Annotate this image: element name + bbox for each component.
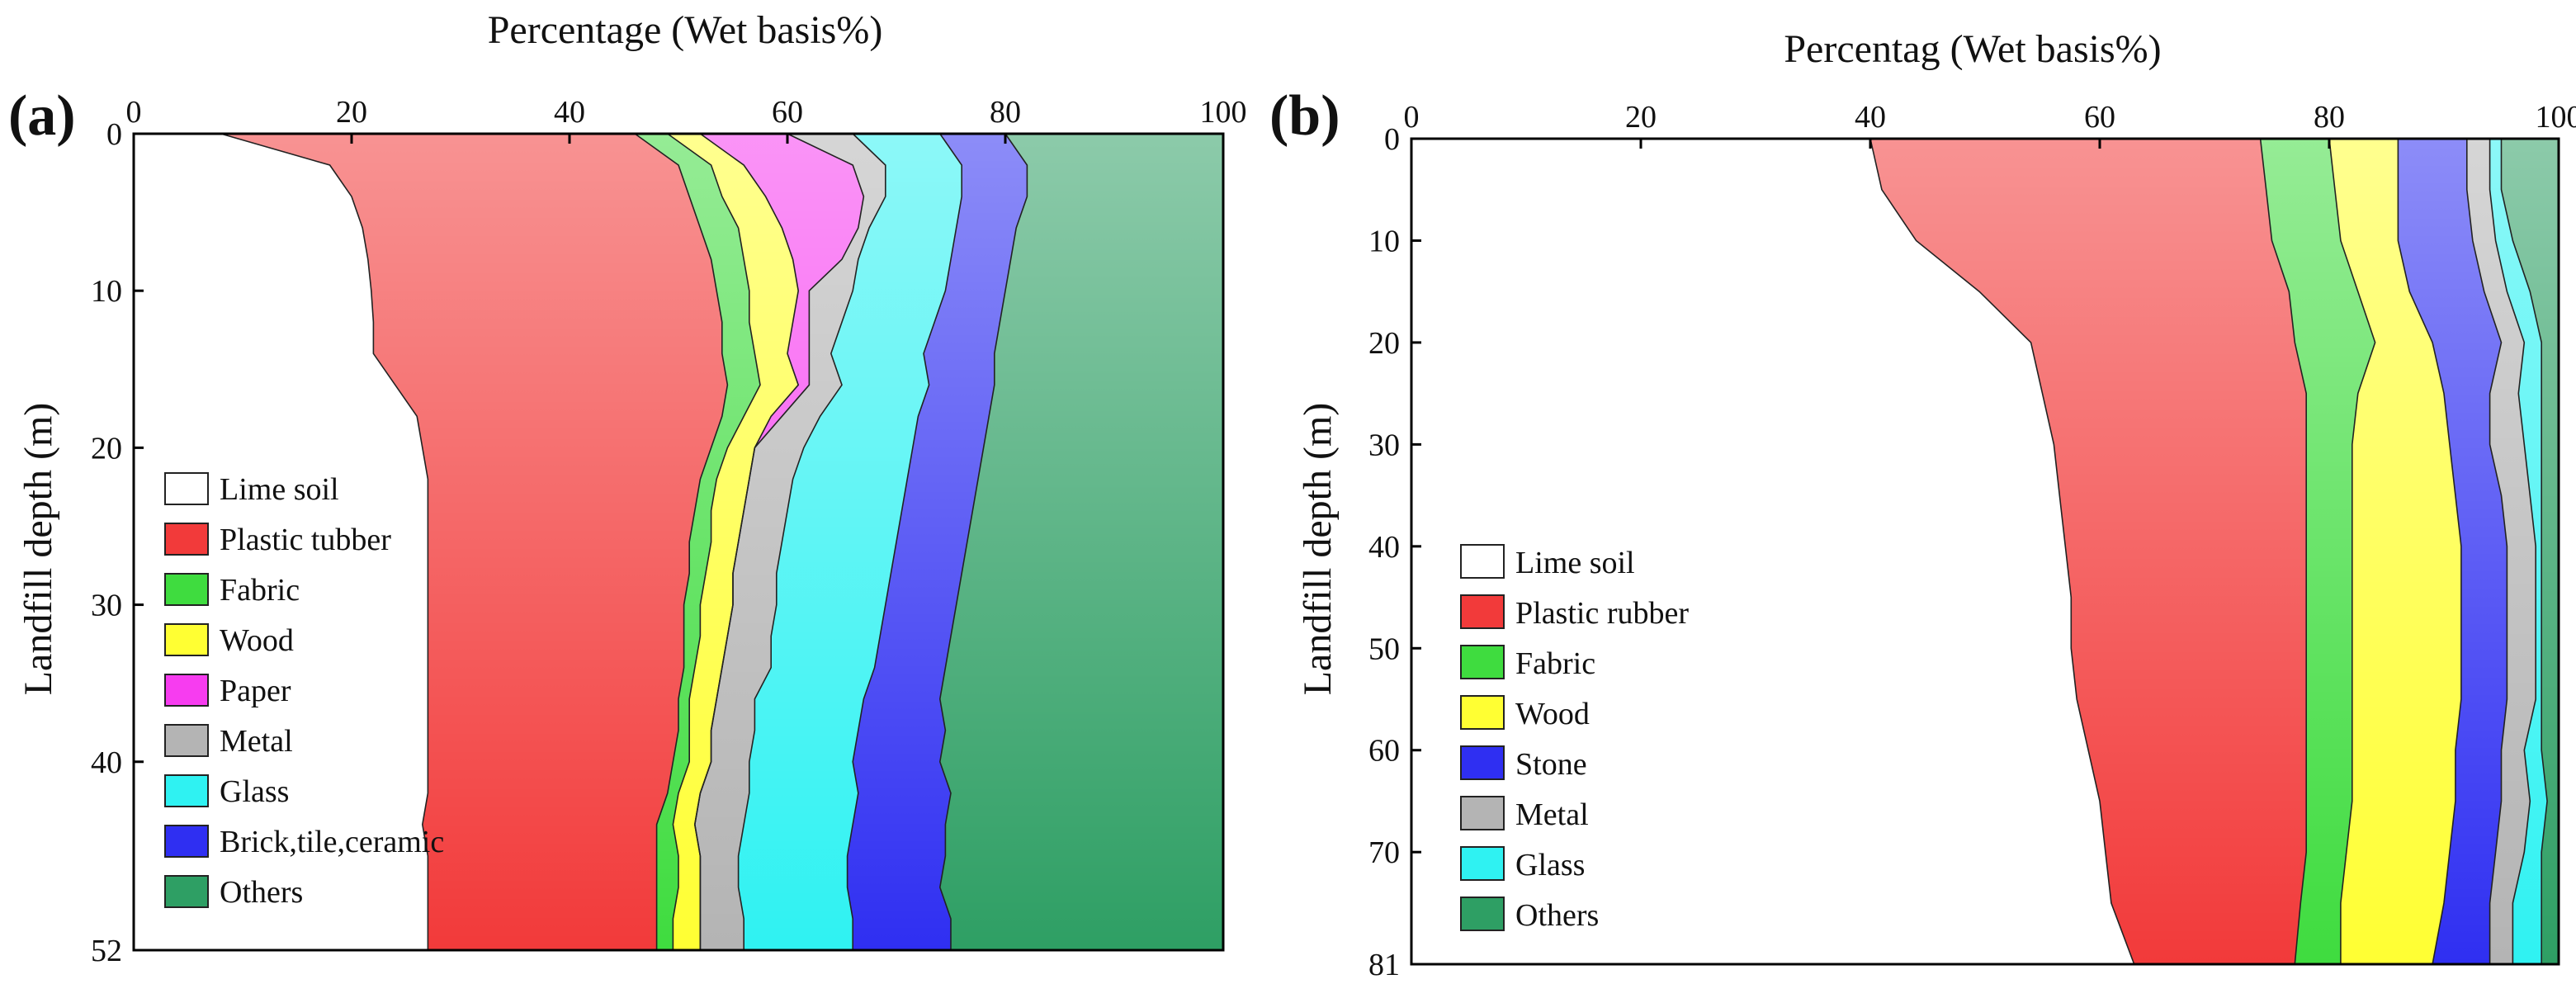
legend-label: Wood [220, 623, 294, 658]
legend-swatch [164, 573, 209, 606]
legend-label: Glass [1515, 848, 1585, 882]
legend-label: Others [220, 875, 303, 910]
y-tick-label: 81 [1368, 948, 1400, 982]
y-tick-label: 10 [1368, 224, 1400, 258]
legend-label: Metal [220, 724, 293, 759]
panel-b-x-axis-title: Percentag (Wet basis%) [1784, 27, 2161, 71]
legend-swatch [1460, 745, 1505, 780]
x-tick-label: 20 [1625, 100, 1657, 135]
legend-label: Plastic rubber [1515, 596, 1689, 631]
x-tick-label: 40 [554, 95, 585, 130]
x-tick-label: 60 [772, 95, 803, 130]
panel-b-y-axis-title: Landfill depth (m) [1296, 403, 1340, 696]
panel-b-stack-areas [1411, 139, 2559, 964]
panel-a-boundary-lines [220, 133, 1028, 950]
boundary-brick-tile-ceramic [938, 133, 1028, 950]
boundary-paper [693, 133, 865, 950]
legend-swatch [164, 825, 209, 858]
panel-a-x-ticks: 0 20 40 60 80 100 [126, 95, 1247, 144]
x-tick-label: 0 [1404, 100, 1420, 135]
x-tick-label: 20 [336, 95, 367, 130]
x-tick-label: 100 [2536, 100, 2576, 135]
x-tick-label: 80 [2314, 100, 2345, 135]
legend-swatch [1460, 846, 1505, 881]
boundary-lime-soil [220, 133, 429, 950]
panel-b-legend: Lime soil Plastic rubber Fabric Wood Stone Me… [1460, 544, 1689, 933]
y-tick-label: 70 [1368, 835, 1400, 870]
y-tick-label: 60 [1368, 734, 1400, 769]
legend-label: Paper [220, 674, 291, 708]
panel-b: (b) Percentag (Wet basis%) Landfill dept… [1269, 27, 2576, 982]
legend-label: Fabric [1515, 646, 1595, 681]
legend-label: Metal [1515, 797, 1589, 832]
legend-label: Lime soil [220, 472, 339, 507]
legend-swatch [164, 523, 209, 556]
panel-b-x-ticks: 0 20 40 60 80 100 [1404, 100, 2576, 149]
panel-a-plot-frame [132, 132, 1225, 952]
boundary-plastic-tubber [634, 133, 729, 950]
legend-swatch [1460, 796, 1505, 830]
legend-swatch [1460, 897, 1505, 931]
legend-swatch [1460, 544, 1505, 579]
gradient-overlay [134, 134, 1223, 950]
legend-label: Others [1515, 898, 1599, 933]
y-tick-label: 20 [1368, 326, 1400, 361]
panel-a: (a) Percentage (Wet basis%) Landfill dep… [8, 8, 1247, 968]
y-tick-label: 20 [91, 431, 122, 466]
legend-swatch [1460, 594, 1505, 629]
boundary-wood [2397, 139, 2462, 965]
y-tick-label: 50 [1368, 632, 1400, 666]
x-tick-label: 0 [126, 95, 142, 130]
boundary-glass [2500, 139, 2548, 964]
legend-label: Stone [1515, 747, 1587, 782]
x-tick-label: 40 [1855, 100, 1886, 135]
x-tick-label: 80 [990, 95, 1021, 130]
x-tick-label: 60 [2084, 100, 2115, 135]
y-tick-label: 30 [91, 589, 122, 623]
boundary-fabric [2328, 138, 2376, 964]
panel-a-y-axis-title: Landfill depth (m) [17, 403, 60, 696]
gradient-overlay [1411, 139, 2559, 964]
legend-label: Plastic tubber [220, 523, 391, 557]
panel-a-y-ticks: 0 10 20 30 40 52 [91, 117, 144, 968]
legend-swatch [164, 674, 209, 707]
panel-a-x-axis-title: Percentage (Wet basis%) [488, 8, 883, 52]
y-tick-label: 40 [91, 745, 122, 780]
y-tick-label: 0 [1384, 122, 1400, 157]
boundary-metal [2489, 139, 2536, 964]
panel-b-boundary-lines [1869, 138, 2548, 965]
boundary-metal [737, 133, 886, 950]
legend-label: Glass [220, 774, 289, 809]
boundary-fabric [667, 133, 761, 950]
legend-label: Wood [1515, 697, 1590, 731]
legend-label: Lime soil [1515, 546, 1635, 580]
legend-label: Fabric [220, 573, 300, 608]
panel-a-label: (a) [8, 84, 76, 148]
legend-swatch [1460, 645, 1505, 679]
legend-swatch [164, 472, 209, 505]
boundary-lime-soil [1869, 138, 2135, 965]
legend-swatch [164, 875, 209, 908]
y-tick-label: 40 [1368, 530, 1400, 565]
boundary-glass [846, 133, 962, 950]
y-tick-label: 10 [91, 274, 122, 309]
y-tick-label: 52 [91, 934, 122, 968]
x-tick-label: 100 [1200, 95, 1247, 130]
panel-b-label: (b) [1269, 84, 1340, 148]
legend-swatch [1460, 695, 1505, 730]
panel-b-plot-frame [1410, 137, 2560, 966]
legend-label: Brick,tile,ceramic [220, 825, 444, 859]
boundary-plastic-rubber [2259, 138, 2307, 965]
legend-swatch [164, 724, 209, 757]
y-tick-label: 0 [106, 117, 122, 152]
panel-b-y-ticks: 0 10 20 30 40 50 60 70 81 [1368, 122, 1421, 982]
boundary-stone [2466, 139, 2508, 964]
legend-swatch [164, 623, 209, 656]
panel-a-legend: Lime soil Plastic tubber Fabric Wood Paper Me… [164, 472, 444, 910]
legend-swatch [164, 774, 209, 807]
y-tick-label: 30 [1368, 428, 1400, 462]
